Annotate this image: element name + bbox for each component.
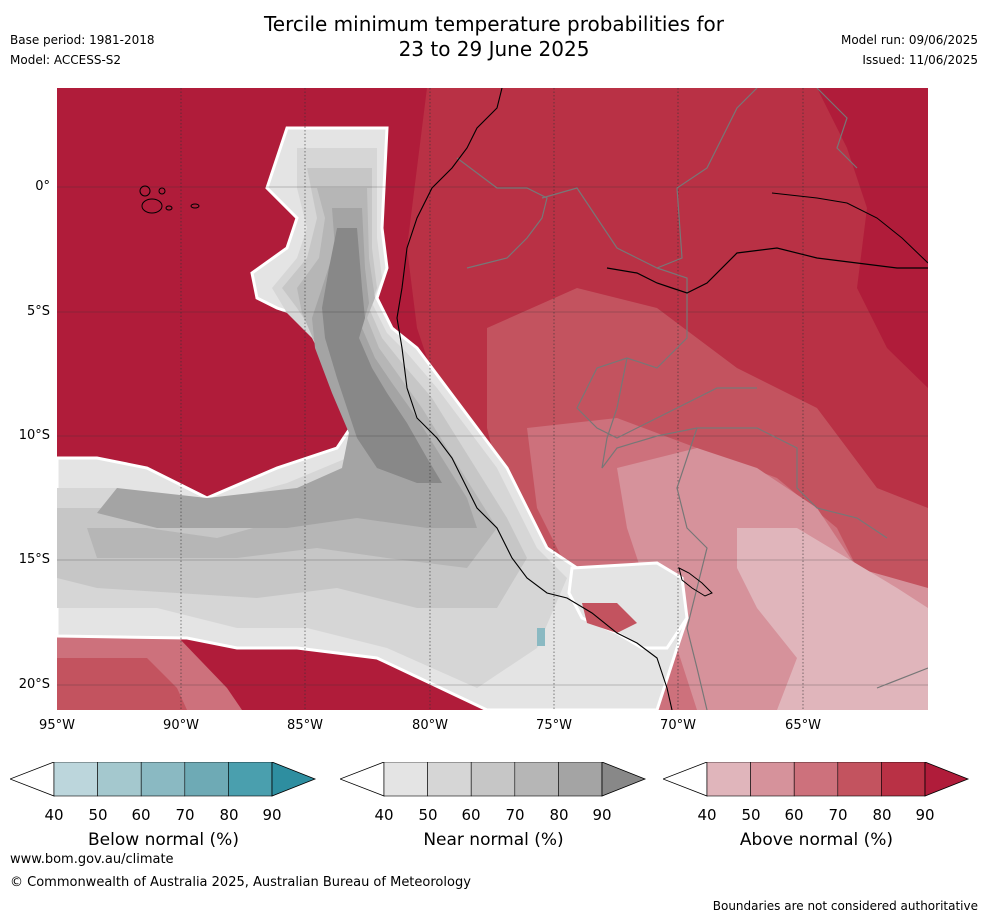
legend-color-segment	[750, 761, 795, 797]
issued-text: Issued: 11/06/2025	[862, 53, 978, 67]
title-line-1: Tercile minimum temperature probabilitie…	[263, 12, 725, 36]
base-period-text: Base period: 1981-2018	[10, 33, 155, 47]
above-40-land-region	[737, 528, 928, 710]
legend-lower-extend	[338, 761, 385, 797]
legend-tick: 50	[418, 806, 438, 824]
legend-color-segment	[140, 761, 186, 797]
legend-near-ticks: 40 50 60 70 80 90	[340, 806, 647, 828]
legend-tick: 80	[872, 806, 892, 824]
title-line-2: 23 to 29 June 2025	[398, 37, 590, 61]
legend-tick: 90	[262, 806, 282, 824]
legend-color-segment	[837, 761, 882, 797]
legend-color-segment	[793, 761, 839, 797]
legend-near-normal: 40 50 60 70 80 90 Near normal (%)	[338, 761, 647, 850]
amazon-river	[606, 247, 928, 294]
legend-tick: 70	[175, 806, 195, 824]
legend-upper-extend	[271, 761, 317, 797]
legend-tick: 50	[741, 806, 761, 824]
latitude-lines	[57, 186, 928, 686]
legend-tick: 80	[219, 806, 239, 824]
map-title: Tercile minimum temperature probabilitie…	[0, 12, 988, 62]
lon-label-80w: 80°W	[412, 718, 448, 733]
legend-tick: 50	[88, 806, 108, 824]
legend-above-colorbar	[661, 761, 970, 797]
lat-label-5s: 5°S	[26, 304, 50, 319]
meta-right: Model run: 09/06/2025 Issued: 11/06/2025	[841, 30, 978, 70]
legend-below-normal: 40 50 60 70 80 90 Below normal (%)	[8, 761, 317, 850]
legend-near-colorbar	[338, 761, 647, 797]
probability-map	[57, 88, 928, 710]
lat-label-20s: 20°S	[18, 677, 50, 692]
legend-color-segment	[881, 761, 926, 797]
galapagos-islands	[139, 185, 200, 214]
below-40-patch	[537, 628, 545, 646]
legend-above-caption: Above normal (%)	[739, 830, 894, 850]
near-andes-patch	[567, 561, 689, 650]
lon-label-75w: 75°W	[536, 718, 572, 733]
legend-tick: 40	[44, 806, 64, 824]
lon-label-95w: 95°W	[39, 718, 75, 733]
model-text: Model: ACCESS-S2	[10, 53, 122, 67]
legend-color-segment	[97, 761, 142, 797]
legend-color-segment	[470, 761, 516, 797]
legend-tick: 90	[915, 806, 935, 824]
gridlines	[180, 88, 804, 710]
legend-color-segment	[383, 761, 428, 797]
lon-label-70w: 70°W	[660, 718, 696, 733]
lake-titicaca	[678, 567, 713, 597]
legend-color-segment	[53, 761, 98, 797]
legend-near-caption: Near normal (%)	[423, 830, 564, 850]
legend-tick: 80	[549, 806, 569, 824]
legend-upper-extend	[924, 761, 970, 797]
legend-color-segment	[427, 761, 472, 797]
above-sw-inner-region	[57, 658, 187, 710]
legend-tick: 90	[592, 806, 612, 824]
legend-tick: 60	[131, 806, 151, 824]
lon-label-90w: 90°W	[163, 718, 199, 733]
boundaries-disclaimer: Boundaries are not considered authoritat…	[712, 899, 978, 913]
legend-tick: 70	[505, 806, 525, 824]
lat-label-0: 0°	[35, 179, 50, 194]
legend-color-segment	[558, 761, 603, 797]
coastline	[396, 88, 673, 710]
legend-below-colorbar	[8, 761, 317, 797]
legend-lower-extend	[661, 761, 708, 797]
legend-tick: 70	[828, 806, 848, 824]
meta-left: Base period: 1981-2018 Model: ACCESS-S2	[10, 30, 155, 70]
legend-color-segment	[228, 761, 273, 797]
amazon-tributary	[771, 192, 928, 264]
legend-lower-extend	[8, 761, 55, 797]
country-borders	[456, 88, 928, 710]
map-canvas	[57, 88, 928, 710]
above-andes-inner-patch	[582, 603, 637, 633]
lat-label-10s: 10°S	[18, 428, 50, 443]
model-run-text: Model run: 09/06/2025	[840, 33, 978, 47]
legend-color-segment	[184, 761, 229, 797]
lat-label-15s: 15°S	[18, 552, 50, 567]
legend-above-normal: 40 50 60 70 80 90 Above normal (%)	[661, 761, 970, 850]
website-link[interactable]: www.bom.gov.au/climate	[10, 852, 174, 867]
legend-color-segment	[514, 761, 559, 797]
legend-above-ticks: 40 50 60 70 80 90	[663, 806, 970, 828]
legend-tick: 40	[697, 806, 717, 824]
legend-below-ticks: 40 50 60 70 80 90	[10, 806, 317, 828]
legend-upper-extend	[601, 761, 647, 797]
legend-tick: 60	[784, 806, 804, 824]
legend-color-segment	[706, 761, 751, 797]
legend-tick: 60	[461, 806, 481, 824]
lon-label-85w: 85°W	[287, 718, 323, 733]
legend-below-caption: Below normal (%)	[88, 830, 239, 850]
legend-tick: 40	[374, 806, 394, 824]
near-90-region	[322, 228, 442, 483]
lon-label-65w: 65°W	[785, 718, 821, 733]
copyright-text: © Commonwealth of Australia 2025, Austra…	[10, 875, 471, 890]
